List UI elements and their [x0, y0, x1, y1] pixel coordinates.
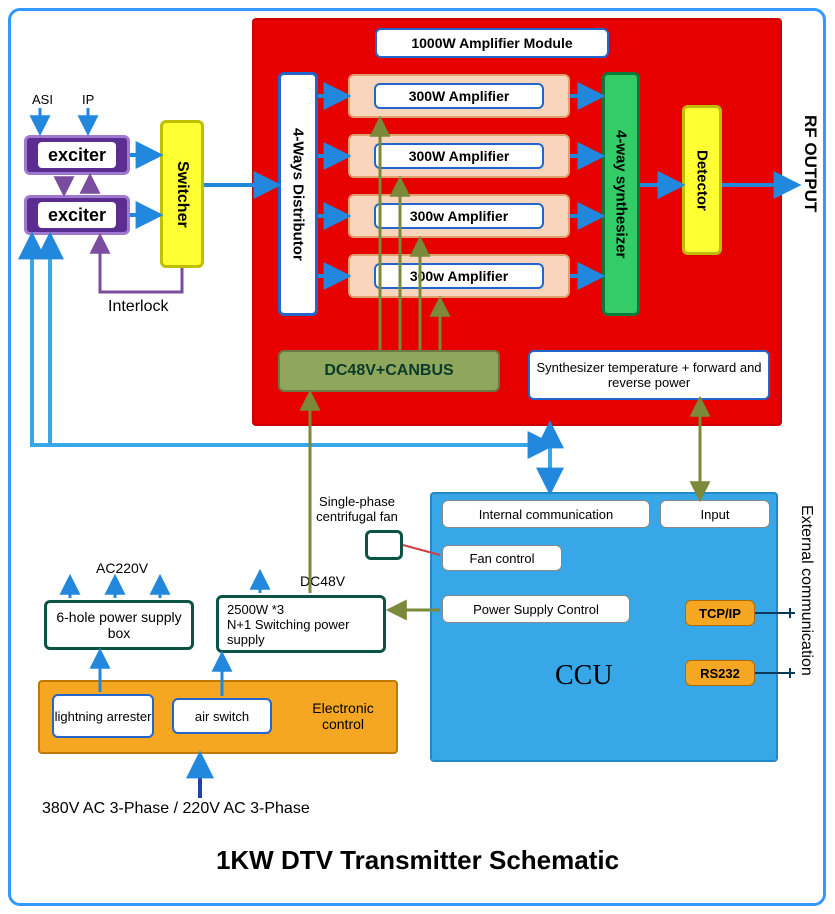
ccu-title: CCU [555, 660, 613, 692]
ccu-rs232: RS232 [685, 660, 755, 686]
synth-temp: Synthesizer temperature + forward and re… [528, 350, 770, 400]
ccu-box [430, 492, 778, 762]
ccu-ps-control: Power Supply Control [442, 595, 630, 623]
detector: Detector [682, 105, 722, 255]
ext-comm-label: External communication [797, 505, 815, 676]
rf-output-label: RF OUTPUT [800, 115, 820, 212]
synthesizer-label: 4-way synthesizer [613, 130, 630, 258]
asi-label: ASI [32, 92, 53, 107]
distributor-label: 4-Ways Distributor [290, 128, 307, 261]
amp-2: 300W Amplifier [374, 143, 544, 169]
ccu-internal-comm: Internal communication [442, 500, 650, 528]
synthesizer: 4-way synthesizer [602, 72, 640, 316]
detector-label: Detector [694, 150, 711, 211]
switcher: Switcher [160, 120, 204, 268]
exciter-1: exciter [24, 135, 130, 175]
dc48v-label: DC48V [300, 573, 345, 589]
amp-outer-3: 300w Amplifier [348, 194, 570, 238]
diagram-title: 1KW DTV Transmitter Schematic [0, 845, 835, 876]
ip-label: IP [82, 92, 94, 107]
ac220v-label: AC220V [96, 560, 148, 576]
ccu-fan-control: Fan control [442, 545, 562, 571]
input-voltage-label: 380V AC 3-Phase / 220V AC 3-Phase [42, 800, 310, 818]
lightning-arrester: lightning arrester [52, 694, 154, 738]
amp-outer-2: 300W Amplifier [348, 134, 570, 178]
ccu-tcpip: TCP/IP [685, 600, 755, 626]
fan-unit-label: Single-phase centrifugal fan [302, 494, 412, 524]
air-switch: air switch [172, 698, 272, 734]
switcher-label: Switcher [173, 161, 191, 228]
six-hole-box: 6-hole power supply box [44, 600, 194, 650]
ccu-input: Input [660, 500, 770, 528]
amp-module-title: 1000W Amplifier Module [375, 28, 609, 58]
amp-3: 300w Amplifier [374, 203, 544, 229]
interlock-label: Interlock [108, 298, 168, 316]
amp-1: 300W Amplifier [374, 83, 544, 109]
switching-ps-box: 2500W *3 N+1 Switching power supply [216, 595, 386, 653]
amp-outer-1: 300W Amplifier [348, 74, 570, 118]
electronic-control-label: Electronic control [300, 700, 386, 732]
fan-unit-box [365, 530, 403, 560]
exciter-2-label: exciter [38, 202, 116, 228]
exciter-1-label: exciter [38, 142, 116, 168]
dcbus: DC48V+CANBUS [278, 350, 500, 392]
exciter-2: exciter [24, 195, 130, 235]
amp-outer-4: 300w Amplifier [348, 254, 570, 298]
amp-4: 300w Amplifier [374, 263, 544, 289]
distributor: 4-Ways Distributor [278, 72, 318, 316]
